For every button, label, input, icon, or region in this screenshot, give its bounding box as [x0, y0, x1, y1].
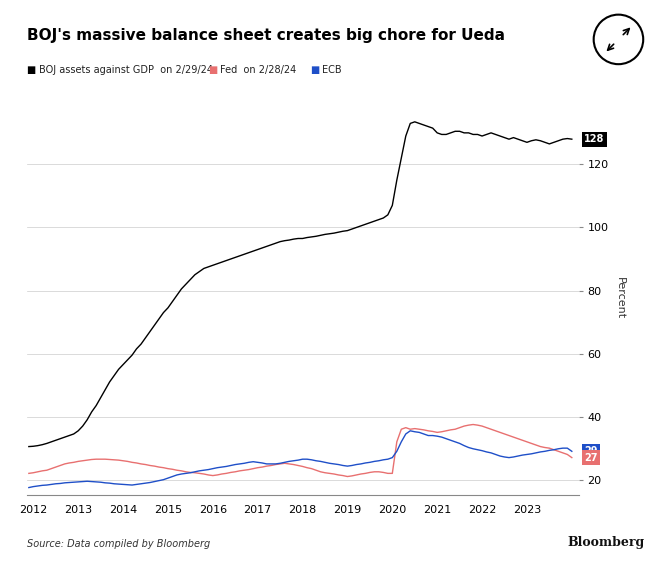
Text: 29: 29	[584, 446, 598, 456]
Y-axis label: Percent: Percent	[615, 278, 625, 319]
Text: ■: ■	[27, 65, 36, 75]
Text: BOJ assets against GDP  on 2/29/24: BOJ assets against GDP on 2/29/24	[39, 65, 213, 75]
Text: 27: 27	[584, 453, 598, 463]
Text: ECB: ECB	[322, 65, 342, 75]
Text: ■: ■	[310, 65, 319, 75]
Text: BOJ's massive balance sheet creates big chore for Ueda: BOJ's massive balance sheet creates big …	[27, 28, 505, 43]
Text: 128: 128	[584, 134, 604, 144]
Text: Fed  on 2/28/24: Fed on 2/28/24	[220, 65, 297, 75]
Text: Bloomberg: Bloomberg	[568, 536, 645, 549]
Text: ■: ■	[208, 65, 217, 75]
Text: Source: Data compiled by Bloomberg: Source: Data compiled by Bloomberg	[27, 539, 210, 549]
